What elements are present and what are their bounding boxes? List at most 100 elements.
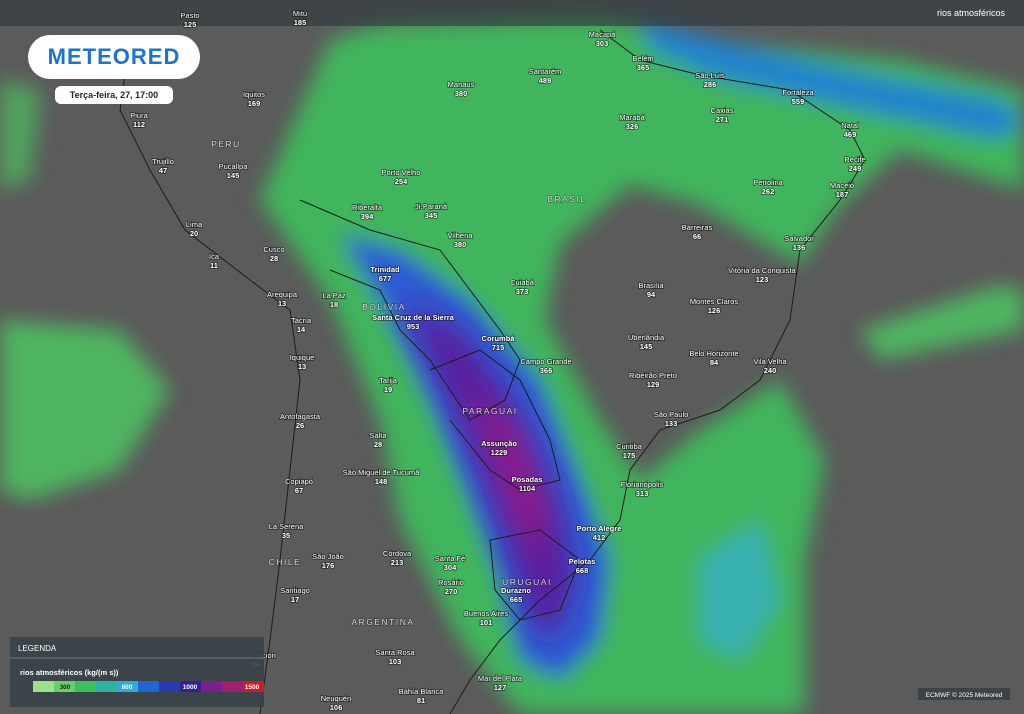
city-name: Vilhena [448,231,474,240]
city-value: 123 [756,275,769,284]
city-value: 175 [623,451,636,460]
river-core [400,300,575,640]
city-name: Ji-Paraná [415,202,448,211]
colorbar [33,681,264,692]
city-name: Montes Claros [690,297,739,306]
legend-tick: 300 [60,684,71,691]
city-name: Copiapó [285,477,313,486]
city-name: La Paz [322,291,346,300]
city-value: 28 [270,254,278,263]
legend-tick: 1000 [183,684,198,691]
city-name: Assunção [481,439,517,448]
city-value: 129 [647,380,660,389]
city-value: 19 [384,385,392,394]
city-name: Pasto [180,11,199,20]
city-name: Trujillo [152,157,174,166]
city-value: 213 [391,558,404,567]
city-name: Belém [632,54,653,63]
city-value: 14 [297,325,306,334]
region-label: URUGUAI [502,577,552,587]
legend-label: rios atmosféricos (kg/(m s)) [20,668,119,677]
city-value: 249 [849,164,862,173]
city-name: Santa Fé [435,554,465,563]
logo-badge [28,35,200,79]
top-bar [0,0,1024,26]
city-value: 127 [494,683,507,692]
city-value: 559 [792,97,805,106]
city-name: Salta [369,431,387,440]
city-value: 366 [540,366,553,375]
city-name: Mitú [293,9,307,18]
city-name: Vila Velha [753,357,787,366]
city-value: 254 [395,177,408,186]
city-name: Porto Alegre [577,524,622,533]
city-name: Cusco [263,245,284,254]
city-value: 17 [291,595,299,604]
city-name: Barreiras [682,223,713,232]
city-value: 84 [710,358,719,367]
city-name: Arequipa [267,290,298,299]
city-name: La Serena [269,522,304,531]
city-name: Pelotas [569,557,596,566]
city-value: 715 [492,343,505,352]
region-label: CHILE [269,557,302,567]
city-name: Ribeirão Preto [629,371,677,380]
timestamp: Terça-feira, 27, 17:00 [70,90,158,100]
city-name: Marabá [619,113,645,122]
region-label: BOLÍVIA [362,302,406,312]
city-value: 18 [330,300,338,309]
legend-title: LEGENDA [18,644,57,653]
city-value: 185 [294,18,307,27]
city-value: 145 [640,342,653,351]
city-value: 326 [626,122,639,131]
city-value: 148 [375,477,388,486]
city-value: 176 [322,561,335,570]
city-name: Belo Horizonte [689,349,738,358]
city-value: 94 [647,290,656,299]
city-value: 101 [480,618,493,627]
city-value: 169 [248,99,261,108]
city-name: Caxias [711,106,734,115]
legend-tick: 1500 [245,684,260,691]
city-value: 67 [295,486,303,495]
city-value: 125 [184,20,197,29]
city-name: Fortaleza [782,88,814,97]
city-name: Florianópolis [621,480,664,489]
city-name: São Miguel de Tucumã [343,468,421,477]
city-value: 271 [716,115,729,124]
city-name: Iquique [290,353,315,362]
city-value: 112 [133,120,145,129]
city-value: 345 [425,211,438,220]
city-name: Tarija [379,376,398,385]
city-value: 35 [282,531,290,540]
logo: METEORED [48,44,181,69]
city-name: Maceió [830,181,854,190]
city-value: 28 [374,440,382,449]
city-value: 304 [444,563,457,572]
city-name: São Luís [695,71,725,80]
timestamp-box [55,86,173,104]
region-label: PERU [211,139,241,149]
city-value: 66 [693,232,701,241]
city-value: 1104 [519,484,536,493]
layer-name: rios atmosféricos [937,8,1006,18]
city-name: Posadas [512,475,543,484]
city-name: Buenos Aires [464,609,508,618]
city-name: Mar del Plata [478,674,523,683]
legend-tick: 600 [122,684,133,691]
city-value: 262 [762,187,775,196]
city-name: São João [312,552,344,561]
city-name: Tacna [291,316,312,325]
city-value: 81 [417,696,425,705]
city-value: 303 [596,39,609,48]
city-value: 270 [445,587,458,596]
city-value: 20 [190,229,198,238]
city-name: Lima [186,220,203,229]
city-name: Vitória da Conquista [728,266,796,275]
city-name: Curitiba [616,442,643,451]
city-value: 1229 [491,448,508,457]
region-label: BRASIL [547,194,586,204]
city-value: 187 [836,190,849,199]
city-name: Campo Grande [520,357,571,366]
